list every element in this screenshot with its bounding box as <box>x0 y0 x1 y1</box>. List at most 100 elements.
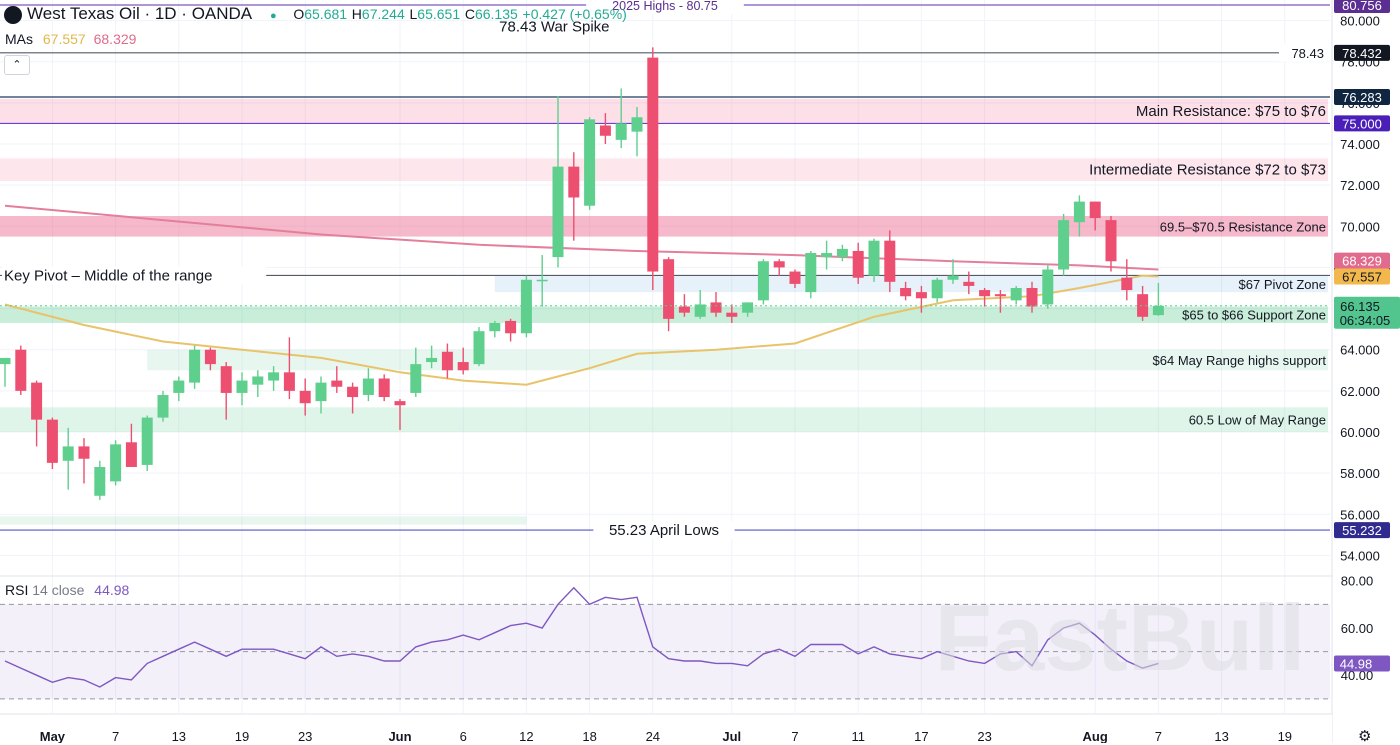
moving-averages-legend[interactable]: MAs 67.557 68.329 <box>5 31 136 47</box>
rsi-legend[interactable]: RSI 14 close 44.98 <box>5 582 129 598</box>
zone-7 <box>0 516 527 525</box>
ma-fast-tag: 67.557 <box>1342 270 1382 285</box>
price-tick-label: 64.000 <box>1340 343 1380 358</box>
last-price-tag-bg <box>1334 296 1400 329</box>
candle <box>757 261 769 301</box>
candle <box>331 380 343 387</box>
price-tick-label: 58.000 <box>1340 466 1380 481</box>
price-tick-label: 60.000 <box>1340 425 1380 440</box>
candle <box>979 290 991 297</box>
ma-slow-tag: 68.329 <box>1342 254 1382 269</box>
change-value: +0.427 (+0.65%) <box>522 6 627 22</box>
candle <box>1073 201 1085 223</box>
candle <box>0 357 11 365</box>
candle <box>299 390 311 404</box>
candle <box>252 376 264 385</box>
zone-label-5: $64 May Range highs support <box>1153 353 1327 368</box>
ma-slow-tag-bg <box>1334 252 1390 269</box>
time-tick-label: 12 <box>519 729 533 743</box>
level-label-bg <box>2 266 267 285</box>
symbol-title[interactable]: West Texas Oil · 1D · OANDA <box>27 4 252 23</box>
level-label-1: 78.43 <box>1291 46 1324 61</box>
candle <box>836 248 848 258</box>
candle <box>726 312 738 317</box>
annotation-0: 78.43 War Spike <box>499 19 609 36</box>
time-tick-label: 23 <box>298 729 312 743</box>
time-tick-label: 19 <box>1278 729 1292 743</box>
level-tag-0-bg <box>1334 0 1390 14</box>
level-tag-1: 78.432 <box>1342 46 1382 61</box>
candle <box>110 444 122 482</box>
level-tag-1-bg <box>1334 44 1390 61</box>
ma-fast-tag-bg <box>1334 268 1390 285</box>
candle <box>141 417 153 465</box>
candle <box>852 250 864 278</box>
zone-label-3: $67 Pivot Zone <box>1239 277 1326 292</box>
candle <box>520 279 532 334</box>
countdown-tag: 06:34:05 <box>1340 313 1391 328</box>
candles <box>0 47 1164 500</box>
time-tick-label: 11 <box>851 729 865 743</box>
level-tag-5: 55.232 <box>1342 523 1382 538</box>
candle <box>505 320 517 334</box>
time-tick-label: 23 <box>977 729 991 743</box>
candle <box>1121 277 1133 291</box>
candle <box>489 322 501 332</box>
ma-slow-value: 68.329 <box>93 31 137 47</box>
candle <box>204 349 216 365</box>
ma-slow-line <box>4 204 1159 271</box>
candle <box>963 281 975 286</box>
level-tag-5-bg <box>1334 522 1390 539</box>
candle <box>473 331 485 365</box>
candle <box>347 386 359 398</box>
candle <box>868 240 880 276</box>
candle <box>1089 201 1101 219</box>
candle <box>268 372 280 381</box>
candle <box>742 302 754 313</box>
candle <box>805 253 817 293</box>
rsi-value: 44.98 <box>94 582 130 598</box>
market-status-icon: ● <box>269 10 277 22</box>
candle <box>441 351 453 371</box>
candle <box>378 378 390 398</box>
rsi-line <box>4 586 1159 688</box>
close-label: C <box>464 6 475 22</box>
watermark: FastBull <box>935 585 1306 690</box>
zone-label-0: Main Resistance: $75 to $76 <box>1136 103 1326 120</box>
zone-3 <box>494 275 1328 293</box>
time-tick-label: 17 <box>914 729 928 743</box>
level-label-bg <box>593 521 735 540</box>
candle <box>125 442 137 467</box>
candle <box>236 380 248 393</box>
candle <box>536 279 548 282</box>
candle <box>821 253 833 258</box>
zone-label-6: 60.5 Low of May Range <box>1189 413 1326 428</box>
time-tick-label: 19 <box>235 729 249 743</box>
candle <box>552 166 564 258</box>
level-tag-3-bg <box>1334 115 1390 132</box>
ma-label: MAs <box>5 31 33 47</box>
zone-2 <box>0 216 1328 237</box>
candle <box>189 349 201 383</box>
candle <box>994 294 1006 297</box>
price-tick-label: 54.000 <box>1340 548 1380 563</box>
rsi-params: 14 close <box>32 582 85 598</box>
zone-5 <box>147 349 1329 371</box>
level-tag-2-bg <box>1334 89 1390 106</box>
level-label-bg <box>586 0 744 15</box>
candle <box>62 446 74 461</box>
candle <box>1026 288 1038 307</box>
time-tick-label: May <box>40 729 66 743</box>
candle <box>568 166 580 198</box>
symbol-logo-icon <box>4 6 22 24</box>
collapse-legend-button[interactable]: ⌃ <box>4 55 30 75</box>
high-value: 67.244 <box>361 6 405 22</box>
high-label: H <box>351 6 362 22</box>
time-axis <box>0 714 1332 743</box>
candle <box>789 271 801 284</box>
settings-gear-icon[interactable]: ⚙ <box>1358 728 1372 745</box>
candle <box>584 119 596 206</box>
candle <box>46 419 58 463</box>
candle <box>694 304 706 317</box>
